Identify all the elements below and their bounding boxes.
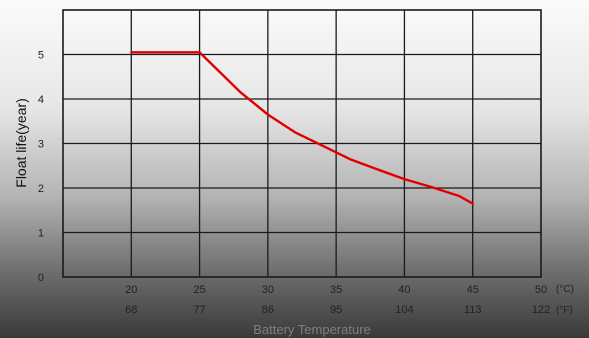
x-tick-label-celsius: 40 <box>398 284 410 296</box>
y-tick-label: 5 <box>38 50 44 62</box>
y-tick-label: 2 <box>38 183 44 195</box>
x-tick-label-fahrenheit: 95 <box>330 304 342 316</box>
x-tick-label-celsius: 50 <box>535 284 547 296</box>
x-axis-label: Battery Temperature <box>253 322 371 337</box>
x-tick-label-celsius: 20 <box>125 284 137 296</box>
plot-frame <box>62 9 542 278</box>
y-tick-label: 1 <box>38 228 44 240</box>
y-tick-label: 4 <box>38 94 44 106</box>
chart-grid <box>63 10 541 277</box>
x-tick-label-fahrenheit: 122 <box>532 304 550 316</box>
x-tick-label-fahrenheit: 113 <box>464 304 482 316</box>
x-tick-label-celsius: 35 <box>330 284 342 296</box>
y-tick-label: 3 <box>38 139 44 151</box>
float-life-curve <box>130 51 474 205</box>
series-layer <box>130 51 474 205</box>
x-tick-label-celsius: 25 <box>193 284 205 296</box>
y-axis-label: Float life(year) <box>13 98 29 187</box>
x-tick-label-celsius: 30 <box>262 284 274 296</box>
y-tick-label: 0 <box>38 272 44 284</box>
celsius-unit-label: (°C) <box>556 284 574 295</box>
x-tick-label-fahrenheit: 104 <box>395 304 413 316</box>
fahrenheit-unit-label: (°F) <box>556 305 573 316</box>
x-tick-label-fahrenheit: 77 <box>193 304 205 316</box>
x-tick-label-fahrenheit: 86 <box>262 304 274 316</box>
x-tick-label-celsius: 45 <box>467 284 479 296</box>
x-tick-label-fahrenheit: 68 <box>125 304 137 316</box>
